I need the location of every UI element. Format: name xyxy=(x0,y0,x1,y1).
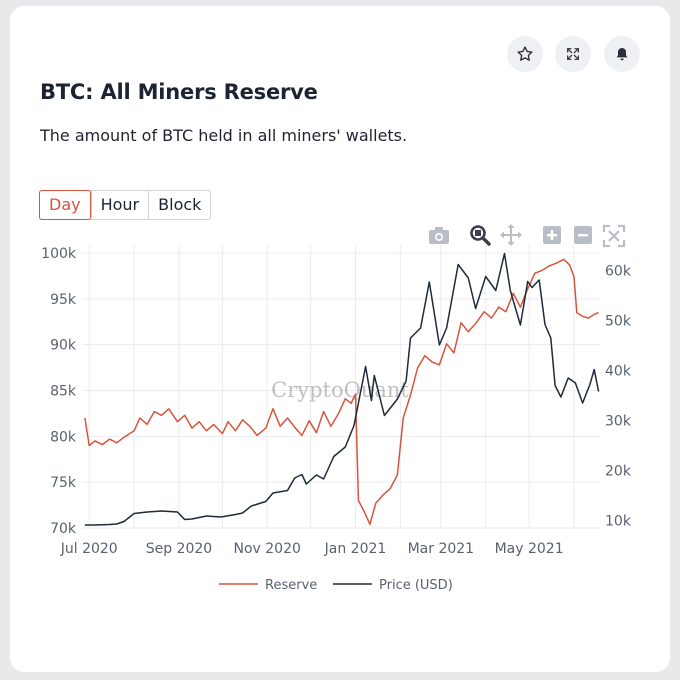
camera-icon[interactable] xyxy=(429,227,449,244)
page-subtitle: The amount of BTC held in all miners' wa… xyxy=(40,126,408,145)
star-icon xyxy=(517,46,533,61)
tab-block[interactable]: Block xyxy=(148,191,210,219)
page-title: BTC: All Miners Reserve xyxy=(40,80,318,104)
y-right-tick-label: 60k xyxy=(605,264,632,280)
x-tick-label: Jul 2020 xyxy=(60,541,118,557)
tab-day[interactable]: Day xyxy=(39,190,91,220)
x-tick-label: Sep 2020 xyxy=(146,541,212,557)
chart-toolbar xyxy=(429,224,626,248)
chart-legend: Reserve Price (USD) xyxy=(219,578,453,593)
x-tick-label: Nov 2020 xyxy=(234,541,301,557)
x-tick-label: May 2021 xyxy=(495,541,564,557)
bell-icon xyxy=(616,48,628,61)
favorite-button[interactable] xyxy=(507,36,543,72)
y-right-tick-label: 30k xyxy=(605,414,632,430)
series-line-price xyxy=(84,252,600,526)
tab-hour[interactable]: Hour xyxy=(90,191,149,219)
y-right-tick-label: 50k xyxy=(605,314,632,330)
fullscreen-button[interactable] xyxy=(555,36,591,72)
y-right-tick-label: 40k xyxy=(605,364,632,380)
y-right-tick-label: 10k xyxy=(605,514,632,530)
y-left-tick-label: 95k xyxy=(50,292,77,308)
zoom-out-icon[interactable] xyxy=(574,226,592,244)
chart-grid xyxy=(82,245,600,529)
y-left-tick-label: 100k xyxy=(41,246,77,262)
left-axis: 70k 75k 80k 85k 90k 95k 100k xyxy=(41,246,77,537)
chart-series xyxy=(84,252,600,526)
autoscale-icon[interactable] xyxy=(602,224,626,248)
legend-label-price[interactable]: Price (USD) xyxy=(379,578,453,593)
resolution-tabs: Day Hour Block xyxy=(39,190,212,220)
y-left-tick-label: 90k xyxy=(50,338,77,354)
y-left-tick-label: 75k xyxy=(50,475,77,491)
alert-button[interactable] xyxy=(604,36,640,72)
y-left-tick-label: 80k xyxy=(50,429,77,445)
expand-icon xyxy=(567,48,579,60)
watermark-text: CryptoQuant xyxy=(271,378,409,402)
chart-card: BTC: All Miners Reserve The amount of BT… xyxy=(10,6,670,672)
y-left-tick-label: 85k xyxy=(50,384,77,400)
x-tick-label: Jan 2021 xyxy=(324,541,387,557)
pan-icon[interactable] xyxy=(500,224,522,246)
zoom-in-icon[interactable] xyxy=(543,226,561,244)
x-tick-label: Mar 2021 xyxy=(408,541,475,557)
y-left-tick-label: 70k xyxy=(50,521,77,537)
series-line-reserve xyxy=(84,258,599,526)
y-right-tick-label: 20k xyxy=(605,464,632,480)
zoom-icon[interactable] xyxy=(470,225,491,246)
legend-label-reserve[interactable]: Reserve xyxy=(265,578,317,593)
x-axis: Jul 2020 Sep 2020 Nov 2020 Jan 2021 Mar 2021… xyxy=(60,541,564,557)
right-axis: 10k 20k 30k 40k 50k 60k xyxy=(605,264,632,530)
